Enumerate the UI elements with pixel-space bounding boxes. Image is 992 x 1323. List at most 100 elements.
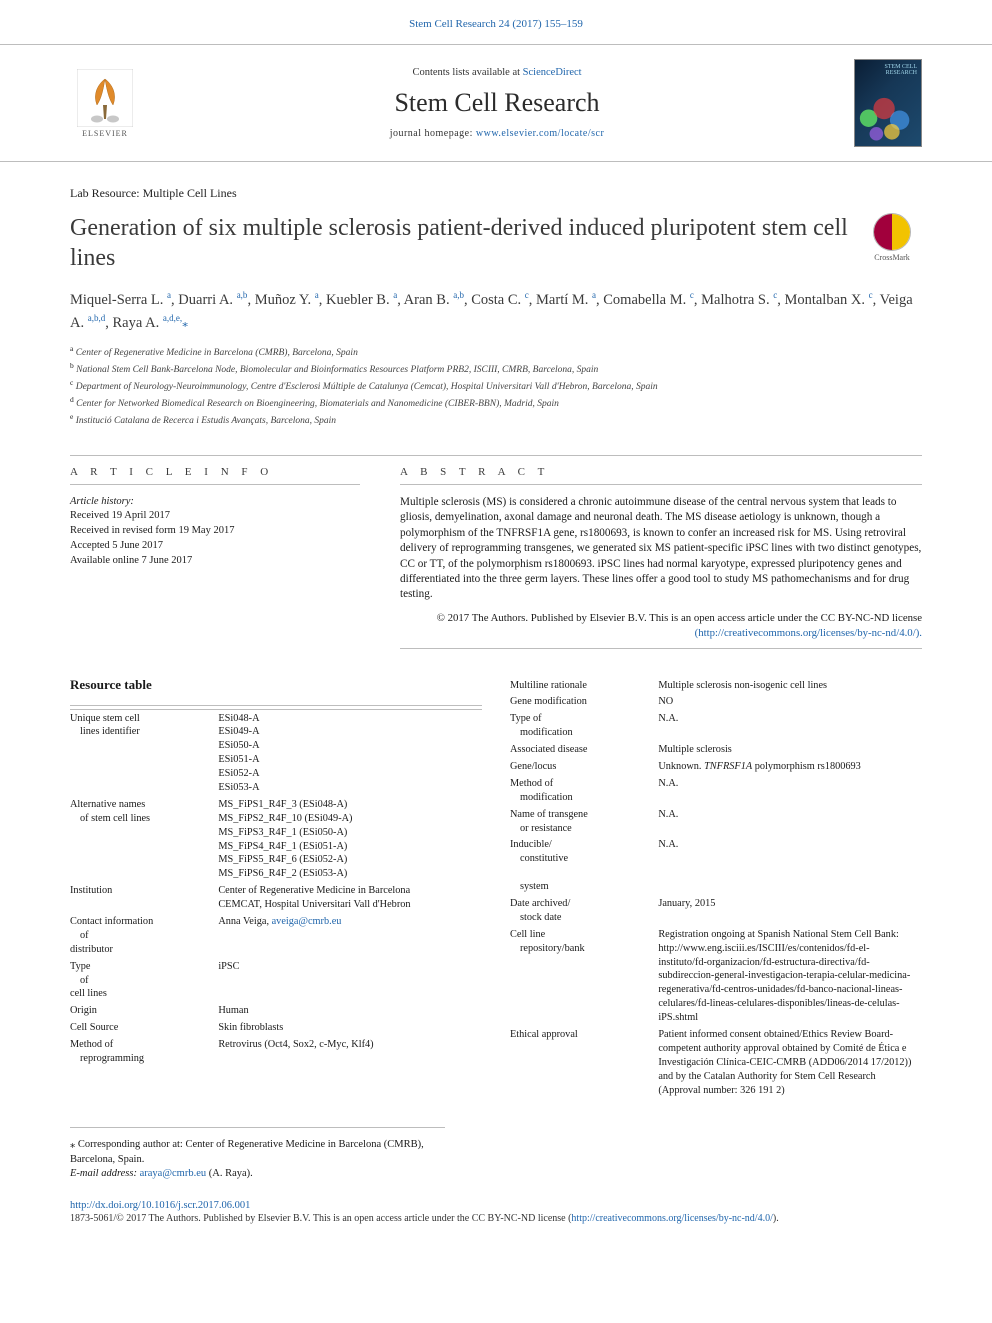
resource-table-left: Unique stem celllines identifierESi048-A… (70, 705, 482, 1067)
table-value: Multiple sclerosis (658, 742, 922, 759)
article-history-line: Accepted 5 June 2017 (70, 539, 360, 554)
table-row: Date archived/stock dateJanuary, 2015 (510, 896, 922, 927)
table-value: N.A. (658, 711, 922, 742)
table-value: Retrovirus (Oct4, Sox2, c-Myc, Klf4) (218, 1037, 482, 1068)
table-key: Multiline rationale (510, 677, 658, 694)
contact-email-link[interactable]: aveiga@cmrb.eu (272, 916, 342, 927)
table-value: Multiple sclerosis non-isogenic cell lin… (658, 677, 922, 694)
crossmark-badge[interactable]: CrossMark (862, 213, 922, 262)
table-row: Gene modificationNO (510, 694, 922, 711)
table-value: iPSC (218, 958, 482, 1003)
table-key: Date archived/stock date (510, 896, 658, 927)
table-key: Gene modification (510, 694, 658, 711)
table-row: Unique stem celllines identifierESi048-A… (70, 710, 482, 797)
table-row: Type ofmodificationN.A. (510, 711, 922, 742)
table-row: Contact informationof distributorAnna Ve… (70, 914, 482, 959)
table-key: Cell Source (70, 1020, 218, 1037)
author-list: Miquel-Serra L. a, Duarri A. a,b, Muñoz … (70, 289, 922, 334)
table-row: Name of transgeneor resistanceN.A. (510, 806, 922, 837)
resource-table-right: Multiline rationaleMultiple sclerosis no… (510, 677, 922, 1099)
table-key: Associated disease (510, 742, 658, 759)
corresponding-email-link[interactable]: araya@cmrb.eu (140, 1168, 207, 1179)
star-icon: ⁎ (70, 1139, 75, 1150)
table-value: MS_FiPS1_R4F_3 (ESi048-A)MS_FiPS2_R4F_10… (218, 796, 482, 882)
article-info-heading: A R T I C L E I N F O (70, 460, 360, 484)
table-row: Cell linerepository/bankRegistration ong… (510, 926, 922, 1026)
top-citation-link[interactable]: Stem Cell Research 24 (2017) 155–159 (0, 0, 992, 44)
table-key: Typeof cell lines (70, 958, 218, 1003)
table-value: NO (658, 694, 922, 711)
article-history-line: Available online 7 June 2017 (70, 554, 360, 569)
affiliation-list: a Center of Regenerative Medicine in Bar… (70, 344, 922, 429)
table-key: Name of transgeneor resistance (510, 806, 658, 837)
footer-copyright: 1873-5061/© 2017 The Authors. Published … (70, 1213, 922, 1224)
table-key: Method ofreprogramming (70, 1037, 218, 1068)
table-row: Multiline rationaleMultiple sclerosis no… (510, 677, 922, 694)
table-key: Unique stem celllines identifier (70, 710, 218, 797)
table-key: Origin (70, 1003, 218, 1020)
article-history-line: Received 19 April 2017 (70, 509, 360, 524)
table-row: Gene/locusUnknown. TNFRSF1A polymorphism… (510, 759, 922, 776)
table-value: ESi048-AESi049-AESi050-AESi051-AESi052-A… (218, 710, 482, 797)
table-row: InstitutionCenter of Regenerative Medici… (70, 883, 482, 914)
footer-close: ). (773, 1213, 779, 1224)
table-value: Registration ongoing at Spanish National… (658, 926, 922, 1026)
crossmark-label: CrossMark (874, 253, 910, 262)
abstract-copyright: © 2017 The Authors. Published by Elsevie… (437, 612, 922, 624)
affiliation-item: d Center for Networked Biomedical Resear… (70, 395, 922, 412)
footer-license-link[interactable]: http://creativecommons.org/licenses/by-n… (571, 1213, 772, 1224)
corresponding-name: (A. Raya). (209, 1168, 253, 1179)
divider (400, 648, 922, 649)
affiliation-item: c Department of Neurology-Neuroimmunolog… (70, 378, 922, 395)
article-type: Lab Resource: Multiple Cell Lines (70, 186, 922, 201)
article-history-label: Article history: (70, 495, 360, 510)
abstract-body: Multiple sclerosis (MS) is considered a … (400, 485, 922, 603)
table-row: Inducible/constitutivesystemN.A. (510, 837, 922, 896)
contents-prefix: Contents lists available at (412, 67, 522, 78)
resource-table-heading: Resource table (70, 677, 482, 693)
table-value: Unknown. TNFRSF1A polymorphism rs1800693 (658, 759, 922, 776)
table-row: Associated diseaseMultiple sclerosis (510, 742, 922, 759)
email-label: E-mail address: (70, 1168, 137, 1179)
journal-header: ELSEVIER Contents lists available at Sci… (0, 44, 992, 162)
table-key: Cell linerepository/bank (510, 926, 658, 1026)
article-info-body: Article history: Received 19 April 2017R… (70, 485, 360, 568)
table-value: N.A. (658, 837, 922, 896)
table-row: Method ofmodificationN.A. (510, 775, 922, 806)
table-value: Center of Regenerative Medicine in Barce… (218, 883, 482, 914)
elsevier-wordmark: ELSEVIER (82, 129, 128, 138)
elsevier-tree-icon (77, 69, 133, 127)
elsevier-logo[interactable]: ELSEVIER (70, 63, 140, 143)
journal-cover-thumb[interactable]: STEM CELL RESEARCH (854, 59, 922, 147)
table-value: Human (218, 1003, 482, 1020)
table-key: Ethical approval (510, 1027, 658, 1099)
corresponding-text: Corresponding author at: Center of Regen… (70, 1139, 424, 1165)
table-key: Gene/locus (510, 759, 658, 776)
table-value: January, 2015 (658, 896, 922, 927)
table-row: OriginHuman (70, 1003, 482, 1020)
issn-line: 1873-5061/© 2017 The Authors. Published … (70, 1213, 571, 1224)
cover-art-icon (855, 60, 921, 145)
table-row: Cell SourceSkin fibroblasts (70, 1020, 482, 1037)
license-link[interactable]: (http://creativecommons.org/licenses/by-… (695, 627, 922, 639)
affiliation-item: e Institució Catalana de Recerca i Estud… (70, 412, 922, 429)
table-row: Typeof cell linesiPSC (70, 958, 482, 1003)
table-row: Ethical approvalPatient informed consent… (510, 1027, 922, 1099)
table-key: Type ofmodification (510, 711, 658, 742)
journal-homepage-url[interactable]: www.elsevier.com/locate/scr (476, 128, 604, 139)
abstract-heading: A B S T R A C T (400, 460, 922, 484)
journal-homepage-label: journal homepage: (390, 128, 476, 139)
table-key: Inducible/constitutivesystem (510, 837, 658, 896)
sciencedirect-link[interactable]: ScienceDirect (523, 67, 582, 78)
article-history-line: Received in revised form 19 May 2017 (70, 524, 360, 539)
table-value: N.A. (658, 806, 922, 837)
affiliation-item: a Center of Regenerative Medicine in Bar… (70, 344, 922, 361)
doi-link[interactable]: http://dx.doi.org/10.1016/j.scr.2017.06.… (70, 1200, 250, 1211)
journal-name: Stem Cell Research (140, 88, 854, 118)
table-row: Method ofreprogrammingRetrovirus (Oct4, … (70, 1037, 482, 1068)
table-key: Alternative namesof stem cell lines (70, 796, 218, 882)
table-value: N.A. (658, 775, 922, 806)
affiliation-item: b National Stem Cell Bank-Barcelona Node… (70, 361, 922, 378)
table-key: Method ofmodification (510, 775, 658, 806)
contents-available-line: Contents lists available at ScienceDirec… (140, 67, 854, 78)
